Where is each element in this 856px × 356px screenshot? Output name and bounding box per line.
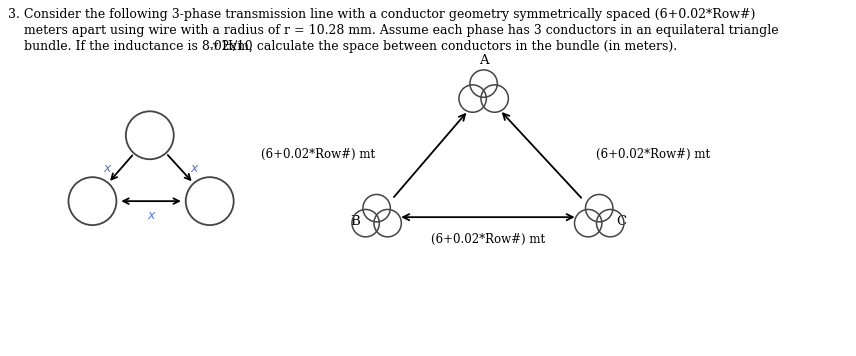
- Text: x: x: [190, 162, 198, 175]
- Text: bundle. If the inductance is 8.02x10: bundle. If the inductance is 8.02x10: [8, 40, 253, 53]
- Text: x: x: [147, 209, 155, 222]
- Text: -7: -7: [210, 43, 219, 52]
- Text: B: B: [350, 215, 360, 227]
- Text: x: x: [104, 162, 110, 175]
- Text: (6+0.02*Row#) mt: (6+0.02*Row#) mt: [431, 233, 545, 246]
- Text: 3. Consider the following 3-phase transmission line with a conductor geometry sy: 3. Consider the following 3-phase transm…: [8, 8, 755, 21]
- Text: A: A: [479, 54, 489, 67]
- Text: C: C: [616, 215, 627, 227]
- Text: (6+0.02*Row#) mt: (6+0.02*Row#) mt: [597, 148, 710, 161]
- Text: (6+0.02*Row#) mt: (6+0.02*Row#) mt: [261, 148, 375, 161]
- Text: meters apart using wire with a radius of r = 10.28 mm. Assume each phase has 3 c: meters apart using wire with a radius of…: [8, 24, 779, 37]
- Text: H/m, calculate the space between conductors in the bundle (in meters).: H/m, calculate the space between conduct…: [218, 40, 677, 53]
